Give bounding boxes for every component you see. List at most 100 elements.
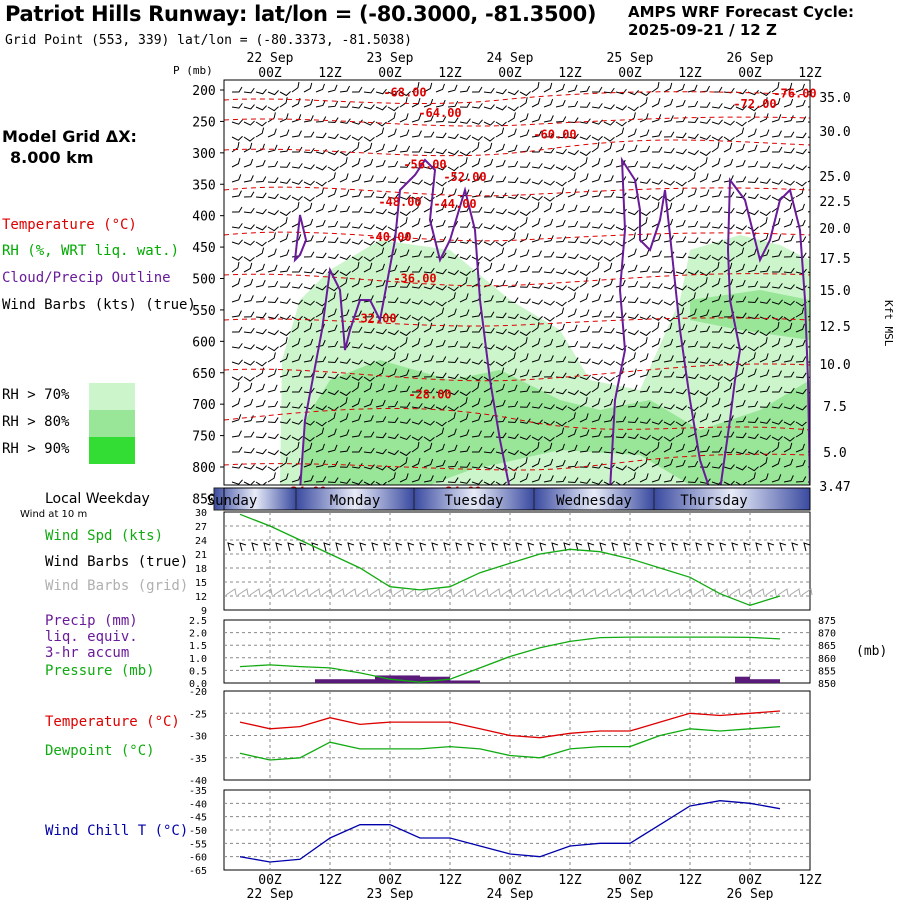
- wind-barb: [255, 279, 266, 288]
- wind-barb: [291, 179, 303, 185]
- wind-barb: [279, 233, 289, 243]
- wind-barb: [723, 240, 735, 246]
- wind-barb: [795, 476, 807, 483]
- wind-barb: [339, 205, 351, 213]
- wind-barb-true: [395, 542, 403, 552]
- wind-barb: [735, 448, 747, 455]
- wind-barb-grid: [477, 588, 489, 596]
- wind-barb: [339, 325, 351, 333]
- wind-barb: [267, 232, 276, 243]
- wind-barb: [447, 444, 458, 453]
- wind-barb: [507, 177, 519, 183]
- wind-barb: [687, 84, 698, 93]
- wind-barb: [339, 462, 351, 468]
- wind-barb: [291, 163, 303, 169]
- wind-barb: [651, 234, 662, 243]
- wind-barb: [747, 280, 759, 288]
- wind-barb: [243, 376, 255, 382]
- rh-80-area: [300, 360, 810, 485]
- wind-barb: [795, 181, 807, 187]
- wind-barb: [495, 121, 507, 127]
- wind-barb-true: [239, 542, 247, 552]
- wind-barb: [711, 157, 721, 168]
- wind-barb-grid: [777, 588, 789, 596]
- wind-barb: [747, 90, 759, 96]
- wind-barb: [627, 106, 639, 112]
- wind-barb: [771, 321, 780, 333]
- wind-barb: [399, 194, 411, 201]
- pressure-unit-label: (mb): [856, 644, 887, 659]
- wind-barb: [639, 457, 648, 468]
- wind-barb: [423, 387, 435, 394]
- wind-barb: [291, 195, 303, 201]
- wind-barb: [603, 360, 615, 366]
- xsec-plot: [224, 81, 810, 485]
- wind-barb: [687, 172, 696, 183]
- wind-barb: [567, 220, 579, 228]
- wind-barb: [423, 98, 434, 108]
- wind-barb: [363, 104, 375, 110]
- wind-barb: [399, 217, 408, 228]
- wind-barb: [711, 430, 722, 438]
- wind-barb: [783, 436, 795, 442]
- wind-barb: [519, 331, 531, 337]
- wind-barb: [399, 473, 409, 483]
- wind-barb: [663, 147, 675, 154]
- wind-barb: [327, 477, 339, 483]
- wind-barb: [255, 208, 267, 215]
- wind-barb: [351, 294, 362, 303]
- wind-barb: [232, 86, 243, 93]
- wind-barb: [387, 160, 399, 168]
- rh-key-swatch: [89, 437, 135, 464]
- wind-barb: [675, 388, 687, 395]
- wind-barb: [723, 104, 735, 110]
- wind-barb: [363, 360, 375, 366]
- wind-barb: [255, 247, 265, 258]
- wind-barb: [339, 478, 351, 484]
- wind-barb: [483, 158, 494, 168]
- wind-barb: [747, 193, 759, 200]
- wind-barb: [627, 450, 639, 456]
- wind-barb: [699, 325, 711, 333]
- wind-barb: [255, 416, 267, 423]
- wind-barb: [267, 400, 279, 408]
- wind-barb: [315, 307, 325, 318]
- wind-barb: [243, 360, 255, 366]
- wind-barb: [783, 442, 793, 453]
- precip-tick-label: 0.5: [189, 666, 207, 677]
- wind-barb: [531, 217, 541, 228]
- wind-barb-true: [563, 542, 571, 552]
- wind-barb: [435, 83, 445, 93]
- legend-rh: RH (%, WRT liq. wat.): [2, 243, 180, 259]
- wind-barb: [507, 210, 519, 216]
- wind-barb: [615, 328, 627, 335]
- wind-barb: [675, 252, 687, 259]
- wind-barb-grid: [369, 588, 381, 596]
- wind-barb: [807, 204, 810, 213]
- wind-barb: [687, 444, 698, 453]
- wind-barb: [327, 444, 338, 453]
- wind-barb: [363, 382, 373, 393]
- pressure-line: [239, 636, 781, 683]
- wind-barb: [243, 207, 255, 214]
- wind-barb: [363, 398, 374, 408]
- wind-barb: [387, 297, 399, 303]
- wind-barb: [615, 465, 627, 471]
- wind-barb: [435, 307, 445, 318]
- wind-barb: [615, 448, 627, 455]
- wind-barb: [267, 466, 279, 472]
- wind-barb: [603, 142, 613, 153]
- wind-barb: [651, 337, 661, 348]
- wind-barb: [423, 338, 434, 348]
- wind-barb: [243, 295, 254, 303]
- wind-barb: [303, 442, 313, 453]
- wind-barb: [699, 134, 711, 141]
- wind-barb: [495, 127, 505, 138]
- wind-barb-grid: [321, 588, 333, 596]
- wind-barb-true: [431, 542, 439, 552]
- wind-barb: [687, 188, 697, 198]
- wind-barb: [579, 358, 591, 364]
- wind-barb: [747, 400, 759, 408]
- wind-chill-line: [239, 800, 781, 863]
- wind-barb: [519, 265, 531, 273]
